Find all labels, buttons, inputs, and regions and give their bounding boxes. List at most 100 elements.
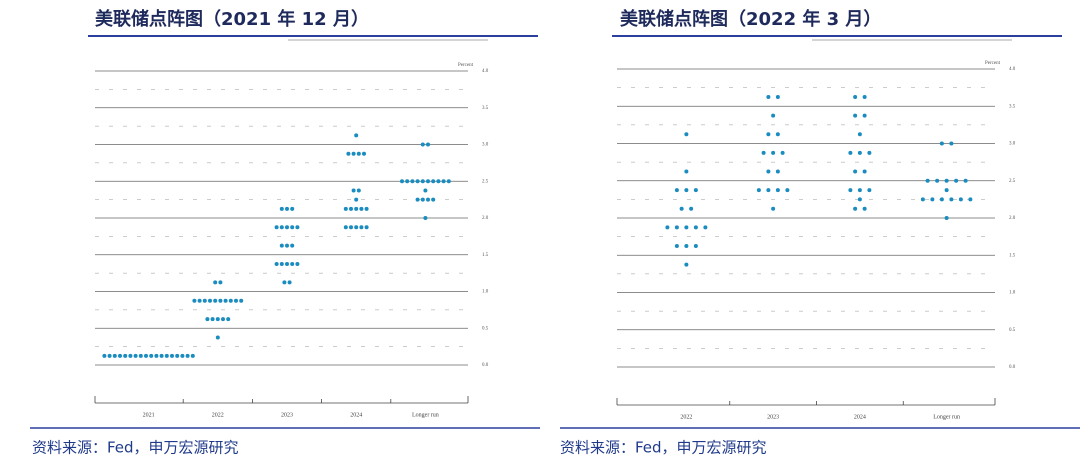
- x-tick-label: 2021: [143, 412, 155, 418]
- dot: [197, 298, 202, 303]
- y-tick-label: 2.5: [482, 179, 489, 184]
- dot: [290, 225, 295, 230]
- dot: [857, 132, 862, 137]
- y-tick-label: 2.0: [482, 216, 489, 221]
- dot: [192, 298, 197, 303]
- dot: [287, 280, 292, 285]
- dot: [228, 298, 233, 303]
- dot: [853, 206, 858, 211]
- dot: [766, 94, 771, 99]
- y-tick-label: 3.5: [1009, 104, 1016, 109]
- dot: [853, 94, 858, 99]
- dot: [761, 150, 766, 155]
- y-tick-label: 3.5: [482, 106, 489, 111]
- chart-title: 美联储点阵图（2021 年 12 月）: [95, 8, 369, 30]
- dot: [102, 353, 107, 358]
- dot: [285, 225, 289, 230]
- dot: [400, 179, 404, 184]
- dot: [356, 188, 361, 193]
- y-tick-label: 3.0: [1009, 142, 1016, 147]
- dot: [274, 261, 279, 266]
- dot: [128, 353, 133, 358]
- dot: [431, 179, 436, 184]
- dot: [354, 206, 359, 211]
- dot: [857, 188, 862, 193]
- dot: [295, 261, 300, 266]
- dot: [343, 206, 348, 211]
- dot: [939, 197, 944, 202]
- dot: [221, 317, 225, 322]
- dot: [202, 298, 207, 303]
- x-tick-label: Longer run: [412, 412, 439, 418]
- y-tick-label: 2.0: [1009, 216, 1016, 221]
- dot: [857, 150, 862, 155]
- dot: [949, 141, 954, 146]
- dot: [415, 197, 420, 202]
- dot: [944, 188, 949, 193]
- dot: [290, 206, 295, 211]
- y-tick-label: 3.0: [482, 143, 489, 148]
- dot: [423, 188, 428, 193]
- dot: [274, 225, 279, 230]
- dot: [848, 188, 853, 193]
- x-tick-label: 2022: [680, 414, 692, 420]
- dot: [684, 243, 689, 248]
- dot: [346, 151, 351, 156]
- x-tick-label: 2023: [281, 412, 293, 418]
- dot: [674, 225, 679, 230]
- dot: [364, 225, 369, 230]
- dot: [279, 261, 284, 266]
- dot: [785, 188, 790, 193]
- dot: [210, 317, 215, 322]
- dot: [684, 132, 689, 137]
- dot: [123, 353, 128, 358]
- y-axis-label: Percent: [458, 63, 474, 68]
- dot: [693, 243, 698, 248]
- dot: [356, 151, 361, 156]
- source-note: 资料来源：Fed，申万宏源研究: [560, 439, 767, 457]
- dot: [420, 197, 425, 202]
- y-tick-label: 2.5: [1009, 179, 1016, 184]
- dot: [343, 225, 348, 230]
- dot: [359, 206, 364, 211]
- dot: [426, 197, 430, 202]
- dot: [756, 188, 761, 193]
- dot: [159, 353, 164, 358]
- dot: [354, 197, 359, 202]
- dot: [771, 206, 776, 211]
- dot: [853, 169, 858, 174]
- dot: [766, 132, 771, 137]
- dot: [920, 197, 925, 202]
- dot: [780, 150, 785, 155]
- dot: [930, 197, 935, 202]
- dot: [867, 150, 872, 155]
- dot: [857, 197, 862, 202]
- dot: [944, 216, 949, 220]
- y-tick-label: 0.5: [482, 326, 489, 331]
- source-note: 资料来源：Fed，申万宏源研究: [32, 439, 239, 457]
- dot: [420, 142, 425, 147]
- dot: [766, 169, 771, 174]
- dot: [963, 178, 968, 183]
- x-tick-label: 2024: [854, 414, 866, 420]
- dot: [684, 169, 689, 174]
- dot: [218, 298, 223, 303]
- dot: [689, 206, 694, 211]
- y-axis-label: Percent: [985, 61, 1001, 66]
- dot: [944, 178, 949, 183]
- dot: [703, 225, 708, 230]
- dot: [295, 225, 300, 230]
- dot: [848, 150, 853, 155]
- dot: [684, 262, 689, 267]
- x-tick-label: Longer run: [933, 414, 960, 420]
- dot: [290, 261, 295, 266]
- dot: [431, 197, 436, 202]
- dot: [665, 225, 670, 230]
- dot: [190, 353, 195, 358]
- dot: [279, 206, 284, 211]
- dot: [968, 197, 973, 202]
- dot: [446, 179, 451, 184]
- dot: [239, 298, 244, 303]
- dot: [223, 298, 228, 303]
- dot: [138, 353, 143, 358]
